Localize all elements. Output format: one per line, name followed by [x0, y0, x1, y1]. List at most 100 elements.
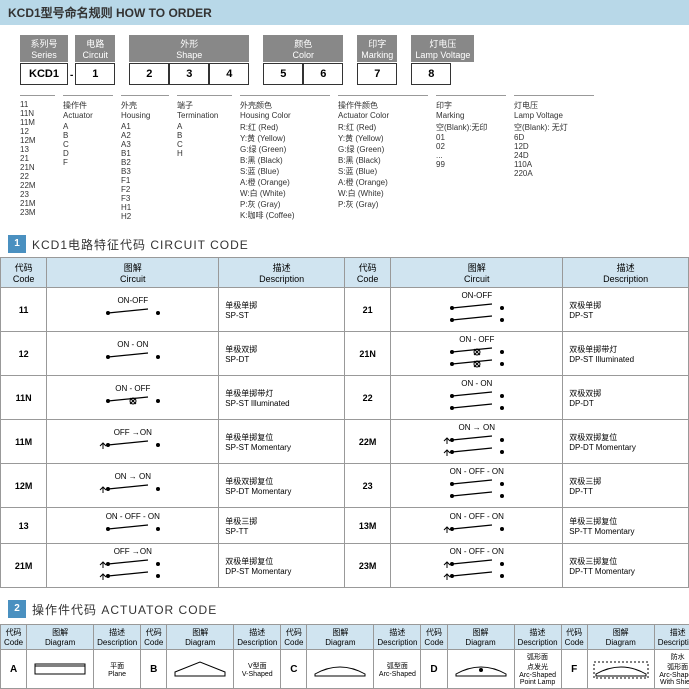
circuit-label: OFF →ON — [51, 547, 214, 556]
legend-item: A3 — [121, 140, 169, 149]
order-box: KCD1 — [20, 63, 68, 85]
circuit-table: 代码Code图解Circuit描述Description代码Code图解Circ… — [0, 257, 689, 588]
legend-item: 99 — [436, 160, 506, 169]
legend-col: 1111N11M1212M132121N2222M2321M23M — [20, 95, 55, 221]
actuator-th: 图解Diagram — [307, 625, 374, 650]
circuit-diagram-cell: ON - OFF — [47, 376, 219, 420]
legend-item: D — [63, 149, 113, 158]
legend-item: G:绿 (Green) — [240, 144, 330, 155]
legend-item: A:橙 (Orange) — [338, 177, 428, 188]
circuit-label: ON-OFF — [51, 296, 214, 305]
circuit-label: ON - ON — [51, 340, 214, 349]
circuit-diagram-cell: ON - OFF - ON — [391, 508, 563, 544]
section-2-num: 2 — [8, 600, 26, 618]
switch-diagram-icon — [93, 351, 173, 365]
legend-item: 空(Blank):无印 — [436, 122, 506, 133]
circuit-diagram-cell: ON-OFF — [391, 288, 563, 332]
actuator-th: 图解Diagram — [447, 625, 514, 650]
circuit-label: ON → ON — [51, 472, 214, 481]
switch-diagram-icon — [437, 434, 517, 458]
actuator-diagram-cell — [167, 650, 234, 689]
order-box: 5 — [263, 63, 303, 85]
circuit-label: ON-OFF — [395, 291, 558, 300]
circuit-diagram-cell: OFF →ON — [47, 544, 219, 588]
legend-item: 空(Blank): 无灯 — [514, 122, 594, 133]
legend-item: 12 — [20, 127, 55, 136]
actuator-shape-icon — [310, 656, 370, 682]
order-diagram: 系列号SeriesKCD1-电路Circuit1外形Shape234颜色Colo… — [0, 25, 689, 95]
legend-item: C — [177, 140, 232, 149]
actuator-shape-icon — [451, 656, 511, 682]
actuator-desc: 防水弧形面Arc-ShapedWith Shield — [654, 650, 689, 689]
legend-item: 110A — [514, 160, 594, 169]
legend-item: A1 — [121, 122, 169, 131]
actuator-table: 代码Code图解Diagram描述Description代码Code图解Diag… — [0, 624, 689, 689]
actuator-desc: 弧形面点发光Arc-ShapedPoint Lamp — [514, 650, 561, 689]
legend-item: 220A — [514, 169, 594, 178]
legend-item: 22M — [20, 181, 55, 190]
actuator-code: A — [1, 650, 27, 689]
header-title: KCD1型号命名规则 HOW TO ORDER — [8, 6, 212, 20]
actuator-th: 代码Code — [561, 625, 587, 650]
actuator-th: 图解Diagram — [587, 625, 654, 650]
circuit-diagram-cell: ON-OFF — [47, 288, 219, 332]
legend-col: 端子TerminationABCH — [177, 95, 232, 221]
section-2-head: 2 操作件代码 ACTUATOR CODE — [0, 596, 689, 622]
circuit-th: 图解Circuit — [47, 258, 219, 288]
order-col-label: 灯电压Lamp Voltage — [411, 35, 474, 62]
order-col-label: 印字Marking — [357, 35, 397, 62]
switch-diagram-icon — [437, 478, 517, 502]
circuit-desc: 双极单掷复位DP-ST Momentary — [219, 544, 345, 588]
legend-item: P:灰 (Gray) — [338, 199, 428, 210]
order-col-label: 电路Circuit — [75, 35, 115, 62]
actuator-shape-icon — [30, 656, 90, 682]
legend-item: B1 — [121, 149, 169, 158]
circuit-label: ON - OFF — [395, 335, 558, 344]
circuit-label: ON - OFF - ON — [395, 547, 558, 556]
legend-item: F3 — [121, 194, 169, 203]
circuit-code: 22 — [344, 376, 390, 420]
order-col-label: 颜色Color — [263, 35, 343, 62]
switch-diagram-icon — [437, 390, 517, 414]
legend-item: 11M — [20, 118, 55, 127]
circuit-code: 11 — [1, 288, 47, 332]
circuit-code: 23M — [344, 544, 390, 588]
order-dash: - — [68, 66, 75, 85]
legend-item: F2 — [121, 185, 169, 194]
actuator-code: D — [421, 650, 447, 689]
actuator-th: 描述Description — [234, 625, 281, 650]
legend-item: Y:黄 (Yellow) — [240, 133, 330, 144]
circuit-diagram-cell: ON - OFF - ON — [391, 464, 563, 508]
switch-diagram-icon — [93, 523, 173, 537]
actuator-th: 代码Code — [141, 625, 167, 650]
legend-item: B:黑 (Black) — [240, 155, 330, 166]
actuator-th: 图解Diagram — [27, 625, 94, 650]
circuit-desc: 单极单掷复位SP-ST Momentary — [219, 420, 345, 464]
legend-item: 21 — [20, 154, 55, 163]
circuit-diagram-cell: ON → ON — [391, 420, 563, 464]
circuit-code: 21N — [344, 332, 390, 376]
actuator-th: 描述Description — [94, 625, 141, 650]
legend-item: 11N — [20, 109, 55, 118]
actuator-diagram-cell — [447, 650, 514, 689]
actuator-th: 描述Description — [374, 625, 421, 650]
actuator-th: 代码Code — [281, 625, 307, 650]
circuit-label: ON - OFF - ON — [395, 467, 558, 476]
legend-item: 12M — [20, 136, 55, 145]
order-box: 6 — [303, 63, 343, 85]
actuator-th: 代码Code — [421, 625, 447, 650]
legend-item: 6D — [514, 133, 594, 142]
actuator-th: 描述Description — [514, 625, 561, 650]
actuator-desc: V型面V-Shaped — [234, 650, 281, 689]
circuit-desc: 双极单掷DP-ST — [563, 288, 689, 332]
legend-item: H — [177, 149, 232, 158]
actuator-diagram-cell — [307, 650, 374, 689]
circuit-diagram-cell: ON - OFF — [391, 332, 563, 376]
circuit-desc: 双极三掷复位DP-TT Momentary — [563, 544, 689, 588]
switch-diagram-icon — [93, 307, 173, 321]
legend-item: K:咖啡 (Coffee) — [240, 210, 330, 221]
order-box: 7 — [357, 63, 397, 85]
legend-col: 操作件颜色Actuator ColorR:红 (Red)Y:黄 (Yellow)… — [338, 95, 428, 221]
circuit-desc: 单极双掷复位SP-DT Momentary — [219, 464, 345, 508]
circuit-th: 代码Code — [1, 258, 47, 288]
